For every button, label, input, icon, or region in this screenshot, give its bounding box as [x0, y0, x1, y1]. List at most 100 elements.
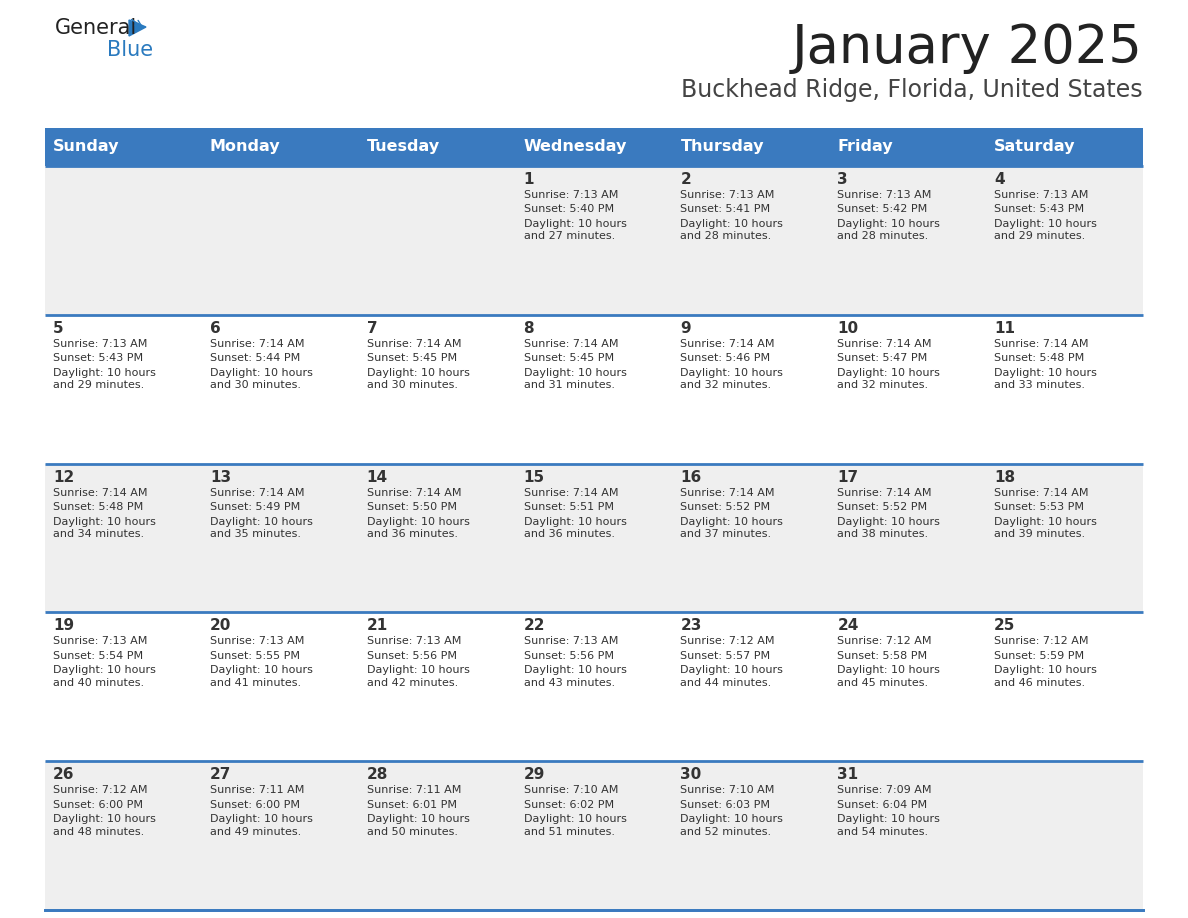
Text: Sunrise: 7:14 AM: Sunrise: 7:14 AM — [994, 339, 1088, 349]
Text: Sunset: 5:55 PM: Sunset: 5:55 PM — [210, 651, 299, 661]
Text: Sunset: 6:00 PM: Sunset: 6:00 PM — [53, 800, 143, 810]
Text: Sunrise: 7:14 AM: Sunrise: 7:14 AM — [53, 487, 147, 498]
Text: 11: 11 — [994, 320, 1015, 336]
Text: Sunset: 5:51 PM: Sunset: 5:51 PM — [524, 502, 613, 512]
Text: Daylight: 10 hours
and 41 minutes.: Daylight: 10 hours and 41 minutes. — [210, 666, 312, 688]
Text: Sunrise: 7:14 AM: Sunrise: 7:14 AM — [838, 487, 931, 498]
Text: Daylight: 10 hours
and 36 minutes.: Daylight: 10 hours and 36 minutes. — [367, 517, 469, 539]
Text: Sunset: 6:01 PM: Sunset: 6:01 PM — [367, 800, 456, 810]
Bar — [45, 612, 1143, 761]
Text: Sunset: 5:56 PM: Sunset: 5:56 PM — [367, 651, 456, 661]
Text: Sunset: 5:41 PM: Sunset: 5:41 PM — [681, 205, 771, 215]
Bar — [45, 761, 1143, 910]
Text: 20: 20 — [210, 619, 232, 633]
Text: Daylight: 10 hours
and 44 minutes.: Daylight: 10 hours and 44 minutes. — [681, 666, 783, 688]
Text: Sunset: 5:44 PM: Sunset: 5:44 PM — [210, 353, 301, 364]
Text: Sunrise: 7:12 AM: Sunrise: 7:12 AM — [994, 636, 1088, 646]
Text: Sunrise: 7:11 AM: Sunrise: 7:11 AM — [367, 785, 461, 795]
Text: Sunrise: 7:11 AM: Sunrise: 7:11 AM — [210, 785, 304, 795]
Text: Sunrise: 7:14 AM: Sunrise: 7:14 AM — [367, 487, 461, 498]
Text: Daylight: 10 hours
and 42 minutes.: Daylight: 10 hours and 42 minutes. — [367, 666, 469, 688]
Text: Daylight: 10 hours
and 29 minutes.: Daylight: 10 hours and 29 minutes. — [994, 219, 1097, 241]
Text: Sunrise: 7:10 AM: Sunrise: 7:10 AM — [681, 785, 775, 795]
Text: Daylight: 10 hours
and 50 minutes.: Daylight: 10 hours and 50 minutes. — [367, 814, 469, 836]
Text: Daylight: 10 hours
and 28 minutes.: Daylight: 10 hours and 28 minutes. — [681, 219, 783, 241]
Text: Sunset: 5:50 PM: Sunset: 5:50 PM — [367, 502, 456, 512]
Text: Daylight: 10 hours
and 45 minutes.: Daylight: 10 hours and 45 minutes. — [838, 666, 940, 688]
Text: 18: 18 — [994, 470, 1016, 485]
Text: 12: 12 — [53, 470, 74, 485]
Text: Daylight: 10 hours
and 32 minutes.: Daylight: 10 hours and 32 minutes. — [838, 368, 940, 390]
Text: 9: 9 — [681, 320, 691, 336]
Bar — [45, 464, 1143, 612]
Text: Sunset: 5:48 PM: Sunset: 5:48 PM — [53, 502, 144, 512]
Text: 8: 8 — [524, 320, 535, 336]
Text: Daylight: 10 hours
and 40 minutes.: Daylight: 10 hours and 40 minutes. — [53, 666, 156, 688]
Text: 13: 13 — [210, 470, 230, 485]
Text: Sunrise: 7:14 AM: Sunrise: 7:14 AM — [681, 339, 775, 349]
Text: Sunset: 6:04 PM: Sunset: 6:04 PM — [838, 800, 928, 810]
Text: Sunset: 5:49 PM: Sunset: 5:49 PM — [210, 502, 301, 512]
Text: 31: 31 — [838, 767, 859, 782]
Text: 30: 30 — [681, 767, 702, 782]
Text: General: General — [55, 18, 138, 38]
Text: Daylight: 10 hours
and 33 minutes.: Daylight: 10 hours and 33 minutes. — [994, 368, 1097, 390]
Text: Sunrise: 7:14 AM: Sunrise: 7:14 AM — [524, 339, 618, 349]
Text: Thursday: Thursday — [681, 140, 764, 154]
Text: 17: 17 — [838, 470, 859, 485]
Text: Daylight: 10 hours
and 30 minutes.: Daylight: 10 hours and 30 minutes. — [367, 368, 469, 390]
Text: Friday: Friday — [838, 140, 893, 154]
Text: Sunset: 5:56 PM: Sunset: 5:56 PM — [524, 651, 613, 661]
Text: Daylight: 10 hours
and 54 minutes.: Daylight: 10 hours and 54 minutes. — [838, 814, 940, 836]
Text: Sunset: 5:52 PM: Sunset: 5:52 PM — [838, 502, 928, 512]
Text: Daylight: 10 hours
and 34 minutes.: Daylight: 10 hours and 34 minutes. — [53, 517, 156, 539]
Text: Wednesday: Wednesday — [524, 140, 627, 154]
Text: Buckhead Ridge, Florida, United States: Buckhead Ridge, Florida, United States — [682, 78, 1143, 102]
Text: Sunset: 5:42 PM: Sunset: 5:42 PM — [838, 205, 928, 215]
Text: Sunset: 6:00 PM: Sunset: 6:00 PM — [210, 800, 299, 810]
Text: January 2025: January 2025 — [792, 22, 1143, 74]
Text: 6: 6 — [210, 320, 221, 336]
Text: 23: 23 — [681, 619, 702, 633]
Text: 22: 22 — [524, 619, 545, 633]
Text: 29: 29 — [524, 767, 545, 782]
Text: 28: 28 — [367, 767, 388, 782]
Text: 25: 25 — [994, 619, 1016, 633]
Text: 26: 26 — [53, 767, 75, 782]
Text: Daylight: 10 hours
and 32 minutes.: Daylight: 10 hours and 32 minutes. — [681, 368, 783, 390]
Text: 19: 19 — [53, 619, 74, 633]
Text: Sunrise: 7:14 AM: Sunrise: 7:14 AM — [681, 487, 775, 498]
Text: 2: 2 — [681, 172, 691, 187]
Text: Sunset: 6:03 PM: Sunset: 6:03 PM — [681, 800, 771, 810]
Text: Sunset: 5:54 PM: Sunset: 5:54 PM — [53, 651, 143, 661]
Text: Sunrise: 7:14 AM: Sunrise: 7:14 AM — [210, 487, 304, 498]
Text: Sunset: 5:53 PM: Sunset: 5:53 PM — [994, 502, 1085, 512]
Polygon shape — [129, 20, 146, 36]
Text: Sunset: 5:45 PM: Sunset: 5:45 PM — [367, 353, 457, 364]
Text: Daylight: 10 hours
and 30 minutes.: Daylight: 10 hours and 30 minutes. — [210, 368, 312, 390]
Text: Sunrise: 7:13 AM: Sunrise: 7:13 AM — [838, 190, 931, 200]
Text: Sunset: 5:58 PM: Sunset: 5:58 PM — [838, 651, 928, 661]
Text: 14: 14 — [367, 470, 387, 485]
Text: Sunrise: 7:13 AM: Sunrise: 7:13 AM — [53, 339, 147, 349]
Text: Sunrise: 7:14 AM: Sunrise: 7:14 AM — [210, 339, 304, 349]
Text: Sunset: 5:47 PM: Sunset: 5:47 PM — [838, 353, 928, 364]
Bar — [45, 315, 1143, 464]
Text: Sunrise: 7:14 AM: Sunrise: 7:14 AM — [838, 339, 931, 349]
Text: Sunrise: 7:14 AM: Sunrise: 7:14 AM — [994, 487, 1088, 498]
Text: Sunset: 5:43 PM: Sunset: 5:43 PM — [53, 353, 143, 364]
Text: Daylight: 10 hours
and 49 minutes.: Daylight: 10 hours and 49 minutes. — [210, 814, 312, 836]
Text: Sunday: Sunday — [53, 140, 120, 154]
Text: 21: 21 — [367, 619, 388, 633]
Text: Sunset: 5:52 PM: Sunset: 5:52 PM — [681, 502, 771, 512]
Text: Daylight: 10 hours
and 52 minutes.: Daylight: 10 hours and 52 minutes. — [681, 814, 783, 836]
Text: Daylight: 10 hours
and 29 minutes.: Daylight: 10 hours and 29 minutes. — [53, 368, 156, 390]
Text: Sunrise: 7:13 AM: Sunrise: 7:13 AM — [994, 190, 1088, 200]
Text: Sunset: 5:48 PM: Sunset: 5:48 PM — [994, 353, 1085, 364]
Text: 24: 24 — [838, 619, 859, 633]
Text: Sunrise: 7:12 AM: Sunrise: 7:12 AM — [838, 636, 931, 646]
Text: Sunrise: 7:10 AM: Sunrise: 7:10 AM — [524, 785, 618, 795]
Text: Sunrise: 7:13 AM: Sunrise: 7:13 AM — [524, 190, 618, 200]
Text: Daylight: 10 hours
and 27 minutes.: Daylight: 10 hours and 27 minutes. — [524, 219, 626, 241]
Text: Sunrise: 7:13 AM: Sunrise: 7:13 AM — [53, 636, 147, 646]
